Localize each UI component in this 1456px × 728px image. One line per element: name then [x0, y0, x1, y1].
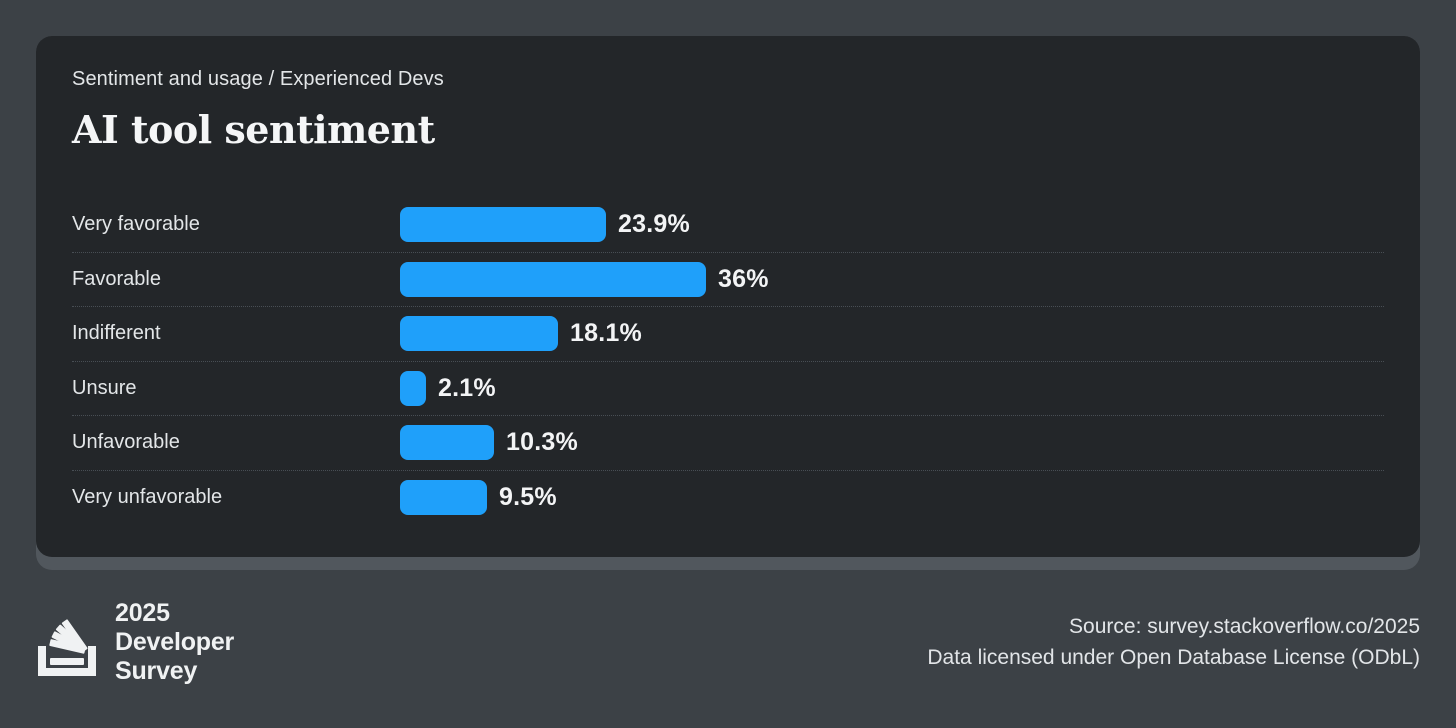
bar-rows: Very favorable 23.9% Favorable 36% Indiffere… — [72, 197, 1384, 524]
bar — [400, 206, 606, 242]
bar-track: 23.9% — [400, 206, 1384, 242]
logo-line-survey: Survey — [115, 656, 198, 685]
logo-line-developer: Developer — [115, 627, 235, 656]
survey-logo: 2025 Developer Survey — [36, 597, 234, 687]
bar — [400, 479, 487, 515]
bar-row: Favorable 36% — [72, 251, 1384, 307]
value-label: 9.5% — [499, 482, 557, 511]
bar-row: Very unfavorable 9.5% — [72, 469, 1384, 525]
bar — [400, 316, 558, 352]
bar — [400, 370, 426, 406]
source-text: Source: survey.stackoverflow.co/2025 — [1069, 615, 1420, 638]
bar-track: 18.1% — [400, 316, 1384, 352]
bar-row: Very favorable 23.9% — [72, 197, 1384, 252]
footer: 2025 Developer Survey Source: survey.sta… — [36, 597, 1420, 687]
bar-row: Indifferent 18.1% — [72, 306, 1384, 361]
value-label: 10.3% — [506, 428, 578, 457]
license-text: Data licensed under Open Database Licens… — [927, 646, 1420, 669]
stackoverflow-logo-icon — [36, 597, 100, 687]
bar-track: 2.1% — [400, 370, 1384, 406]
logo-line-year: 2025 — [115, 598, 170, 627]
bar-row: Unsure 2.1% — [72, 360, 1384, 416]
card-shadow: Sentiment and usage / Experienced Devs A… — [36, 36, 1420, 570]
category-label: Indifferent — [72, 322, 161, 345]
bar-track: 10.3% — [400, 425, 1384, 461]
category-label: Favorable — [72, 267, 161, 290]
bar — [400, 261, 706, 297]
attribution: Source: survey.stackoverflow.co/2025 Dat… — [927, 611, 1420, 673]
category-label: Very unfavorable — [72, 485, 223, 508]
category-label: Unsure — [72, 376, 137, 399]
category-label: Very favorable — [72, 212, 200, 235]
page-title: AI tool sentiment — [72, 107, 435, 152]
value-label: 2.1% — [438, 373, 496, 402]
bar-row: Unfavorable 10.3% — [72, 415, 1384, 470]
bar — [400, 425, 494, 461]
breadcrumb: Sentiment and usage / Experienced Devs — [72, 68, 444, 90]
value-label: 23.9% — [618, 209, 690, 238]
bar-track: 36% — [400, 261, 1384, 297]
value-label: 18.1% — [570, 319, 642, 348]
chart-card: Sentiment and usage / Experienced Devs A… — [36, 36, 1420, 557]
category-label: Unfavorable — [72, 431, 180, 454]
value-label: 36% — [718, 264, 769, 293]
bar-track: 9.5% — [400, 479, 1384, 515]
survey-logo-text: 2025 Developer Survey — [115, 599, 234, 686]
